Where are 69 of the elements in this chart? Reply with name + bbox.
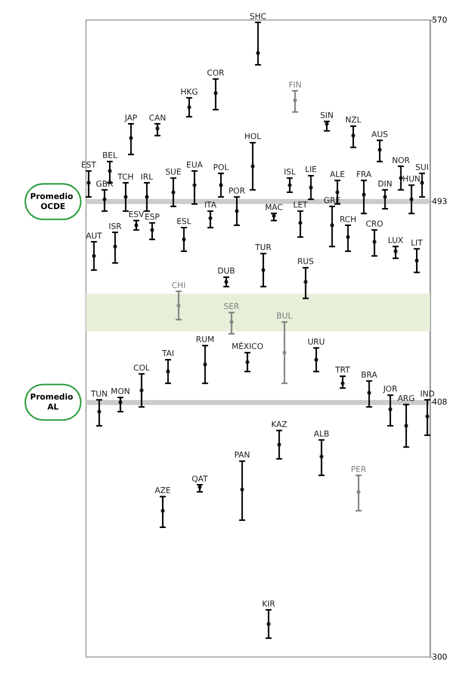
x-tick-label: URU — [308, 337, 325, 346]
x-tick-label: MAC — [264, 202, 284, 212]
x-tick-label: ALE — [330, 170, 345, 179]
x-tick-label: ARG — [398, 394, 415, 404]
x-tick-label: SUI — [415, 162, 429, 172]
x-tick-label: ESL — [176, 217, 192, 226]
x-tick-label: FIN — [288, 80, 302, 90]
ref-line-label: Promedio OCDE — [30, 192, 76, 212]
x-tick-label: BRA — [361, 370, 378, 380]
x-tick-label: JOR — [382, 384, 398, 394]
x-tick-label: COR — [206, 68, 225, 78]
x-tick-label: NOR — [392, 156, 410, 165]
x-tick-label: FRA — [356, 170, 372, 179]
x-tick-label: QAT — [192, 474, 208, 484]
x-tick-label: ISL — [284, 168, 296, 177]
x-tick-label: RUS — [297, 257, 314, 266]
x-tick-label: AUT — [86, 231, 102, 240]
x-tick-label: DUB — [217, 266, 236, 276]
x-tick-label: TAI — [160, 349, 174, 358]
x-tick-label: LIE — [304, 165, 317, 174]
x-tick-label: MON — [110, 386, 130, 396]
x-tick-label: CRO — [366, 219, 384, 228]
x-tick-label: LET — [293, 200, 308, 210]
x-tick-label: LUX — [388, 236, 404, 245]
x-tick-label: RCH — [340, 214, 356, 224]
x-tick-label: NZL — [345, 116, 362, 125]
x-tick-label: SUE — [165, 168, 182, 177]
x-tick-label: BUL — [276, 311, 293, 320]
x-tick-label: IRL — [140, 172, 154, 182]
y-tick-label: 570 — [432, 16, 448, 24]
x-tick-label: HUN — [402, 174, 420, 184]
x-tick-label: MÉXICO — [232, 341, 264, 352]
x-tick-label: ESP — [144, 212, 160, 222]
x-tick-label: JAP — [124, 113, 138, 122]
x-tick-label: COL — [133, 363, 150, 372]
ref-line-label: Promedio AL — [30, 392, 76, 412]
x-tick-label: AUS — [372, 130, 388, 139]
x-tick-label: ESV — [128, 210, 145, 220]
x-tick-label: ALB — [314, 429, 330, 438]
x-tick-label: IND — [420, 389, 435, 398]
x-tick-label: CHI — [172, 280, 186, 290]
x-tick-label: LIT — [410, 238, 423, 248]
x-tick-label: ISR — [108, 222, 122, 231]
x-tick-label: TRT — [334, 366, 350, 375]
y-tick-label: 408 — [432, 398, 448, 407]
x-tick-label: TUN — [90, 389, 108, 398]
x-tick-label: EUA — [186, 160, 204, 170]
x-tick-label: TCH — [116, 172, 134, 182]
x-tick-label: RUM — [196, 335, 214, 344]
y-tick-label: 493 — [432, 197, 448, 206]
x-tick-label: PER — [350, 464, 367, 474]
x-tick-label: SER — [224, 302, 240, 312]
x-tick-label: KAZ — [271, 420, 288, 430]
x-tick-label: SIN — [320, 110, 334, 120]
x-tick-label: CAN — [148, 113, 166, 122]
y-tick-label: 300 — [432, 652, 448, 662]
x-tick-label: HKG — [180, 87, 198, 96]
x-tick-label: KIR — [262, 599, 276, 608]
x-tick-label: AZE — [154, 486, 171, 496]
x-tick-label: SHC — [250, 12, 267, 21]
x-tick-label: TUR — [254, 243, 272, 252]
x-tick-label: PAN — [234, 450, 250, 460]
x-tick-label: ITA — [204, 200, 217, 210]
x-tick-label: BEL — [102, 151, 118, 160]
x-tick-label: DIN — [378, 179, 392, 188]
x-tick-label: EST — [81, 160, 96, 170]
x-tick-label: POL — [213, 162, 230, 172]
x-tick-label: HOL — [244, 132, 262, 142]
x-tick-label: POR — [228, 186, 246, 196]
